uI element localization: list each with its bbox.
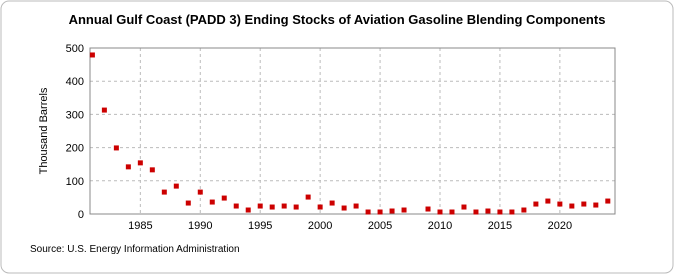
x-tick-label: 1990 (188, 220, 212, 232)
data-point (209, 199, 215, 205)
data-point (365, 209, 371, 215)
data-point (149, 167, 155, 173)
data-point (353, 203, 359, 209)
chart-title: Annual Gulf Coast (PADD 3) Ending Stocks… (69, 12, 606, 27)
x-tick-label: 2020 (548, 220, 572, 232)
x-tick-label: 2005 (368, 220, 392, 232)
y-tick-label: 500 (66, 43, 84, 55)
data-point (329, 200, 335, 206)
y-tick-label: 300 (66, 109, 84, 121)
data-point (593, 202, 599, 208)
data-point (269, 204, 275, 210)
data-point (557, 201, 563, 207)
data-point (461, 204, 467, 210)
data-point (293, 204, 299, 210)
data-point (521, 207, 527, 213)
data-point (449, 209, 455, 215)
data-point (569, 203, 575, 209)
data-point (101, 107, 107, 113)
data-point (185, 200, 191, 206)
data-point (533, 201, 539, 207)
y-axis-label: Thousand Barrels (38, 87, 50, 174)
x-tick-label: 2010 (428, 220, 452, 232)
data-point (497, 209, 503, 215)
x-tick-label: 2000 (308, 220, 332, 232)
data-point (485, 208, 491, 214)
plot-area (89, 47, 616, 215)
data-point (281, 203, 287, 209)
data-point (317, 204, 323, 210)
data-point (125, 164, 131, 170)
data-point (221, 195, 227, 201)
data-point (161, 189, 167, 195)
data-point (233, 203, 239, 209)
data-point (581, 201, 587, 207)
data-point (305, 194, 311, 200)
data-point (389, 208, 395, 214)
data-point (509, 209, 515, 215)
data-point (377, 209, 383, 215)
y-tick-label: 0 (78, 209, 84, 221)
y-tick-label: 200 (66, 143, 84, 155)
y-tick-label: 100 (66, 176, 84, 188)
data-point (137, 160, 143, 166)
data-point (257, 203, 263, 209)
data-point (545, 198, 551, 204)
data-point (473, 209, 479, 215)
data-point (113, 145, 119, 151)
data-point (89, 52, 95, 58)
data-point (341, 205, 347, 211)
x-tick-label: 1995 (248, 220, 272, 232)
source-note: Source: U.S. Energy Information Administ… (30, 244, 240, 255)
data-point (437, 209, 443, 215)
y-tick-label: 400 (66, 76, 84, 88)
chart-frame (0, 0, 674, 274)
x-tick-label: 2015 (488, 220, 512, 232)
data-point (245, 207, 251, 213)
x-tick-label: 1985 (128, 220, 152, 232)
data-point (425, 206, 431, 212)
data-point (197, 189, 203, 195)
data-point (401, 207, 407, 213)
data-point (173, 183, 179, 189)
data-point (605, 198, 611, 204)
